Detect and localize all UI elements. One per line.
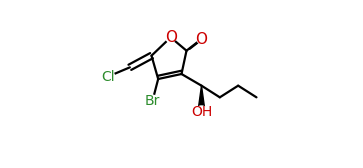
Polygon shape — [198, 86, 205, 112]
Circle shape — [197, 34, 206, 44]
Text: O: O — [196, 32, 208, 47]
Text: Br: Br — [145, 94, 160, 109]
Text: OH: OH — [191, 105, 212, 119]
Circle shape — [166, 32, 176, 42]
Text: O: O — [165, 30, 177, 45]
Circle shape — [102, 70, 114, 83]
Circle shape — [146, 95, 159, 108]
Circle shape — [195, 106, 208, 119]
Text: Cl: Cl — [101, 70, 115, 83]
